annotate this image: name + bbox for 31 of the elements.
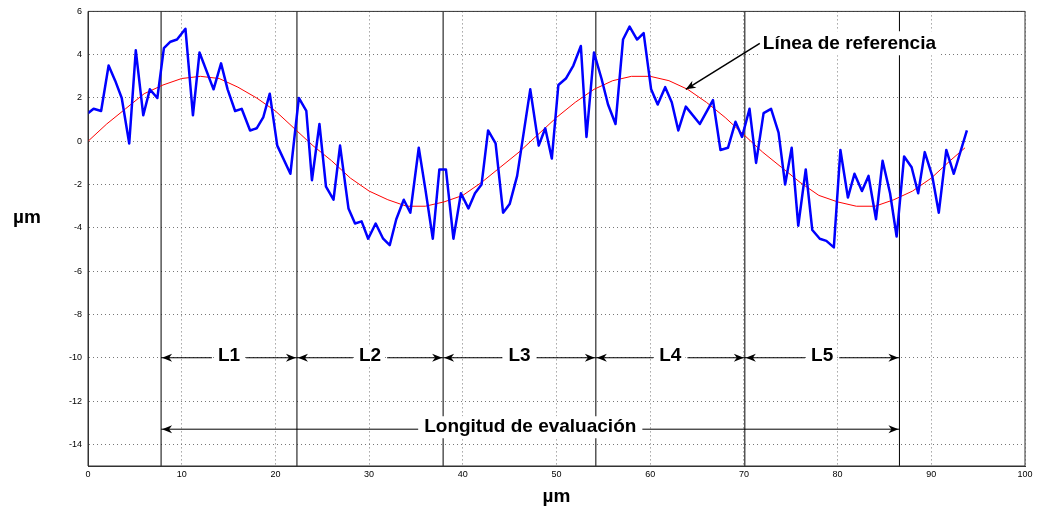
annotation: Línea de referencia [762, 31, 937, 53]
x-tick-label: 50 [551, 468, 562, 479]
x-tick-label: 30 [364, 468, 375, 479]
y-tick-label: 4 [76, 49, 82, 60]
annotation: L1 [217, 343, 241, 365]
x-tick-label: 70 [738, 468, 749, 479]
y-tick-label: -2 [73, 179, 82, 190]
x-tick-label: 40 [457, 468, 468, 479]
x-tick-label: 90 [926, 468, 937, 479]
annotation: L5 [811, 343, 834, 365]
y-axis-title: µm [13, 206, 41, 228]
y-tick-label: -6 [73, 265, 82, 276]
x-axis-title: µm [542, 485, 571, 507]
y-tick-label: 0 [76, 135, 82, 146]
x-tick-label: 10 [176, 468, 187, 479]
annotation: L3 [508, 343, 531, 365]
y-tick-label: 6 [76, 5, 82, 16]
x-tick-label: 20 [270, 468, 281, 479]
annotation: L4 [659, 343, 682, 365]
y-tick-label: -4 [73, 222, 82, 233]
x-tick-label: 100 [1017, 468, 1033, 479]
y-tick-label: 2 [76, 92, 82, 103]
x-tick-label: 80 [832, 468, 843, 479]
y-tick-label: -8 [73, 308, 82, 319]
y-tick-label: -12 [68, 395, 82, 406]
annotation: L2 [358, 343, 382, 365]
y-tick-label: -14 [68, 438, 82, 449]
y-tick-label: -10 [68, 352, 82, 363]
x-tick-label: 0 [85, 468, 91, 479]
x-tick-label: 60 [645, 468, 656, 479]
annotation: Longitud de evaluación [424, 415, 637, 437]
